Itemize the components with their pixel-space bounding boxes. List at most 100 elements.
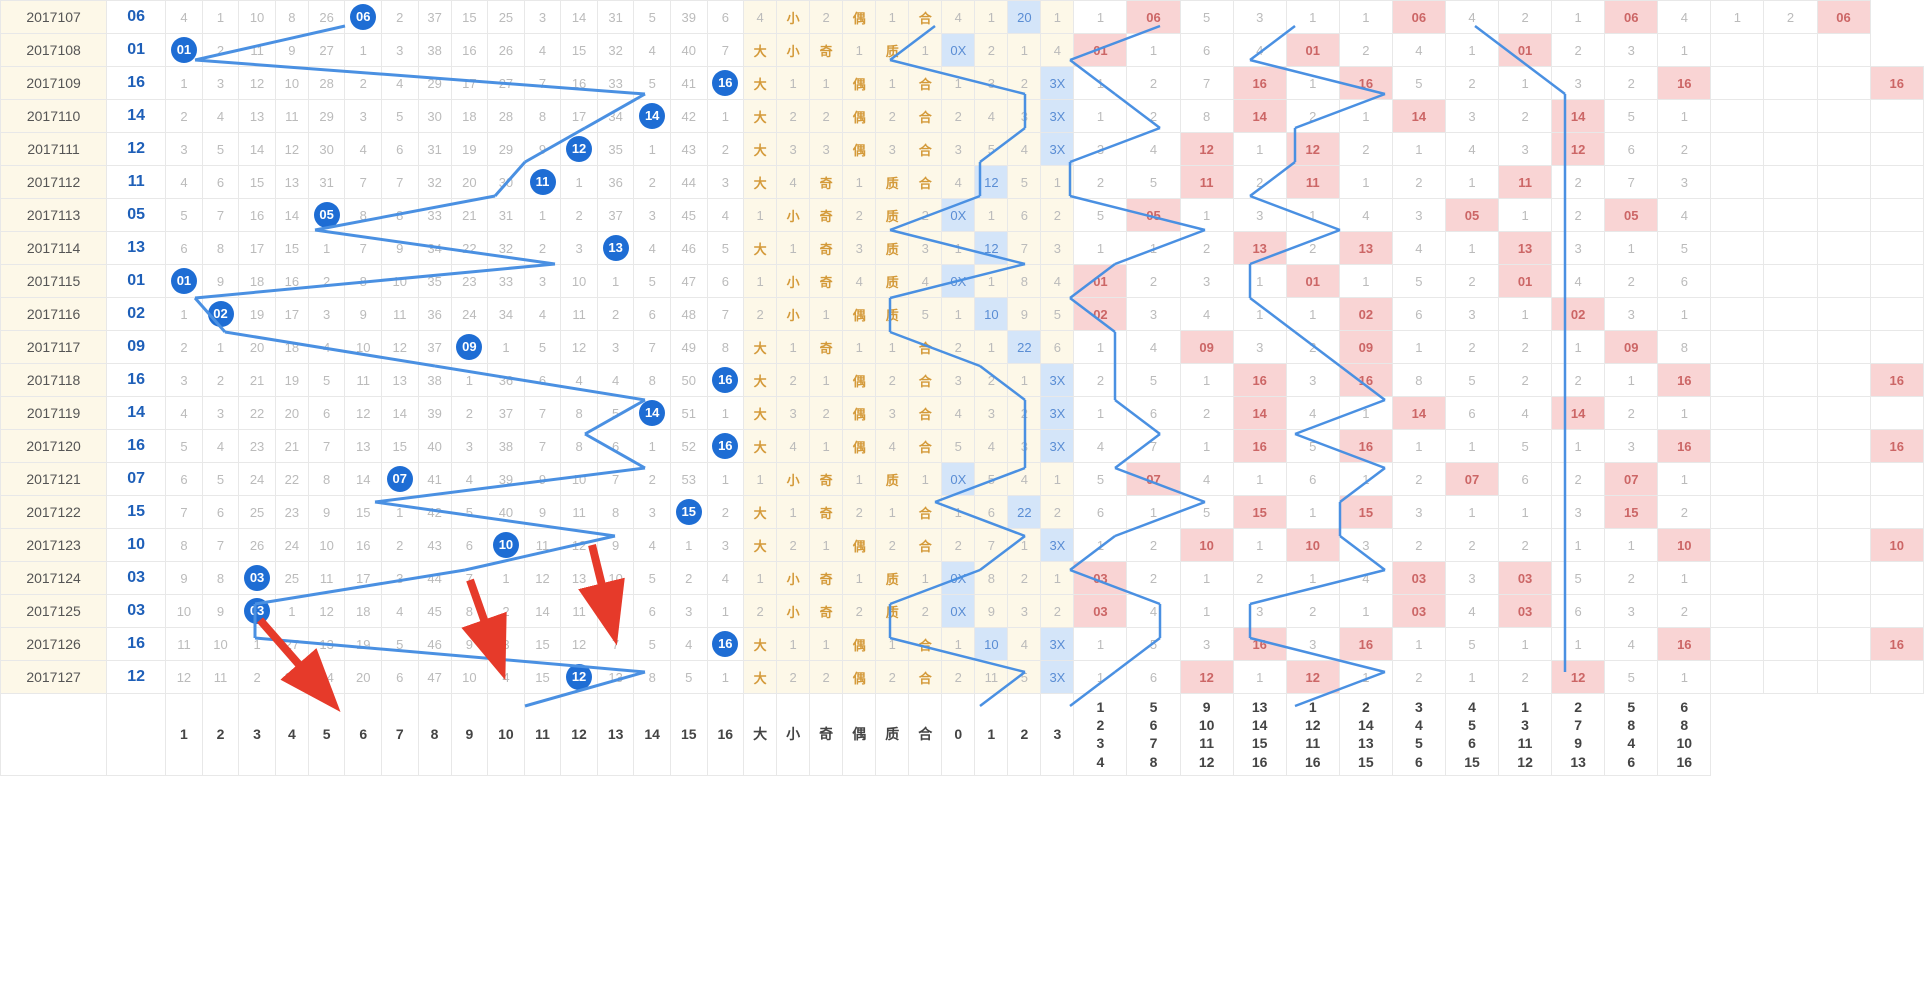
attr-cell: 4 <box>1041 265 1074 298</box>
num-cell: 15 <box>345 496 382 529</box>
route-hit-cell: 09 <box>1180 331 1233 364</box>
table-row: 2017112114615133177322030111362443大4奇1质合… <box>1 166 1924 199</box>
attr-cell: 1 <box>810 628 843 661</box>
route-cell: 4 <box>1286 397 1339 430</box>
attr-cell: 1 <box>777 232 810 265</box>
num-cell: 43 <box>670 133 707 166</box>
num-cell: 14 <box>345 463 382 496</box>
num-hit-cell: 10 <box>488 529 525 562</box>
attr-cell: 4 <box>975 100 1008 133</box>
route-cell <box>1817 430 1870 463</box>
route-cell <box>1764 199 1817 232</box>
attr-cell: 4 <box>942 166 975 199</box>
route-cell <box>1711 628 1764 661</box>
num-cell: 5 <box>202 133 239 166</box>
ball-value: 03 <box>107 595 166 628</box>
attr-cell: 质 <box>876 562 909 595</box>
route-cell <box>1711 166 1764 199</box>
route-cell: 2 <box>1445 265 1498 298</box>
route-cell <box>1817 298 1870 331</box>
attr-cell: 1 <box>1008 529 1041 562</box>
num-cell: 3 <box>382 562 419 595</box>
num-cell: 29 <box>488 133 525 166</box>
route-cell: 4 <box>1658 1 1711 34</box>
num-cell: 6 <box>451 529 488 562</box>
route-cell <box>1870 595 1923 628</box>
num-cell: 7 <box>202 199 239 232</box>
num-cell: 37 <box>418 1 451 34</box>
route-cell: 1 <box>1339 397 1392 430</box>
num-cell: 37 <box>418 331 451 364</box>
footer-attr: 2 <box>1008 694 1041 776</box>
route-hit-cell: 14 <box>1552 100 1605 133</box>
num-hit-cell: 06 <box>345 1 382 34</box>
attr-cell: 3X <box>1041 364 1074 397</box>
attr-cell: 2 <box>942 529 975 562</box>
footer-attr: 合 <box>909 694 942 776</box>
num-cell: 6 <box>202 166 239 199</box>
num-cell: 4 <box>166 1 203 34</box>
num-cell: 15 <box>451 1 488 34</box>
route-cell: 4 <box>1392 34 1445 67</box>
num-cell: 14 <box>308 661 345 694</box>
route-cell <box>1711 463 1764 496</box>
route-cell: 2 <box>1605 562 1658 595</box>
attr-cell: 2 <box>777 661 810 694</box>
num-hit-cell: 01 <box>166 34 203 67</box>
route-cell: 1 <box>1658 397 1711 430</box>
route-cell: 8 <box>1180 100 1233 133</box>
num-cell: 29 <box>308 100 345 133</box>
route-hit-cell: 11 <box>1499 166 1552 199</box>
num-cell: 12 <box>524 562 561 595</box>
num-cell: 3 <box>561 232 598 265</box>
route-cell: 1 <box>1286 298 1339 331</box>
attr-cell: 2 <box>909 595 942 628</box>
route-hit-cell: 03 <box>1499 595 1552 628</box>
attr-cell: 5 <box>1008 661 1041 694</box>
num-cell: 9 <box>345 298 382 331</box>
attr-cell: 5 <box>975 133 1008 166</box>
num-cell: 1 <box>707 661 744 694</box>
table-row: 2017113055716140588332131123734541小奇2质20… <box>1 199 1924 232</box>
footer-group: 2141315 <box>1339 694 1392 776</box>
num-cell: 36 <box>488 364 525 397</box>
num-cell: 7 <box>524 397 561 430</box>
num-cell: 10 <box>561 463 598 496</box>
period-cell: 2017112 <box>1 166 107 199</box>
num-cell: 27 <box>275 628 308 661</box>
route-cell <box>1870 397 1923 430</box>
route-cell <box>1764 34 1817 67</box>
attr-cell: 2 <box>876 529 909 562</box>
attr-cell: 2 <box>777 529 810 562</box>
attr-cell: 大 <box>744 628 777 661</box>
attr-cell: 22 <box>1008 331 1041 364</box>
route-hit-cell: 16 <box>1339 67 1392 100</box>
attr-cell: 2 <box>843 199 876 232</box>
num-cell: 15 <box>239 166 276 199</box>
route-cell: 1 <box>1074 100 1127 133</box>
num-cell: 4 <box>202 430 239 463</box>
num-cell: 14 <box>561 1 598 34</box>
attr-cell: 1 <box>777 67 810 100</box>
route-cell: 3 <box>1552 496 1605 529</box>
route-cell: 2 <box>1127 562 1180 595</box>
route-cell: 2 <box>1658 133 1711 166</box>
num-cell: 32 <box>418 166 451 199</box>
route-cell: 7 <box>1180 67 1233 100</box>
num-cell: 11 <box>275 100 308 133</box>
route-cell: 4 <box>1499 397 1552 430</box>
num-cell: 36 <box>597 166 634 199</box>
route-cell: 3 <box>1605 430 1658 463</box>
route-cell <box>1764 661 1817 694</box>
route-cell: 1 <box>1286 496 1339 529</box>
route-cell: 1 <box>1392 331 1445 364</box>
num-cell: 16 <box>275 265 308 298</box>
attr-cell: 2 <box>777 364 810 397</box>
num-cell: 4 <box>166 397 203 430</box>
num-cell: 32 <box>488 232 525 265</box>
attr-cell: 大 <box>744 34 777 67</box>
route-cell <box>1817 331 1870 364</box>
num-cell: 11 <box>166 628 203 661</box>
attr-cell: 3X <box>1041 628 1074 661</box>
footer-period <box>1 694 107 776</box>
